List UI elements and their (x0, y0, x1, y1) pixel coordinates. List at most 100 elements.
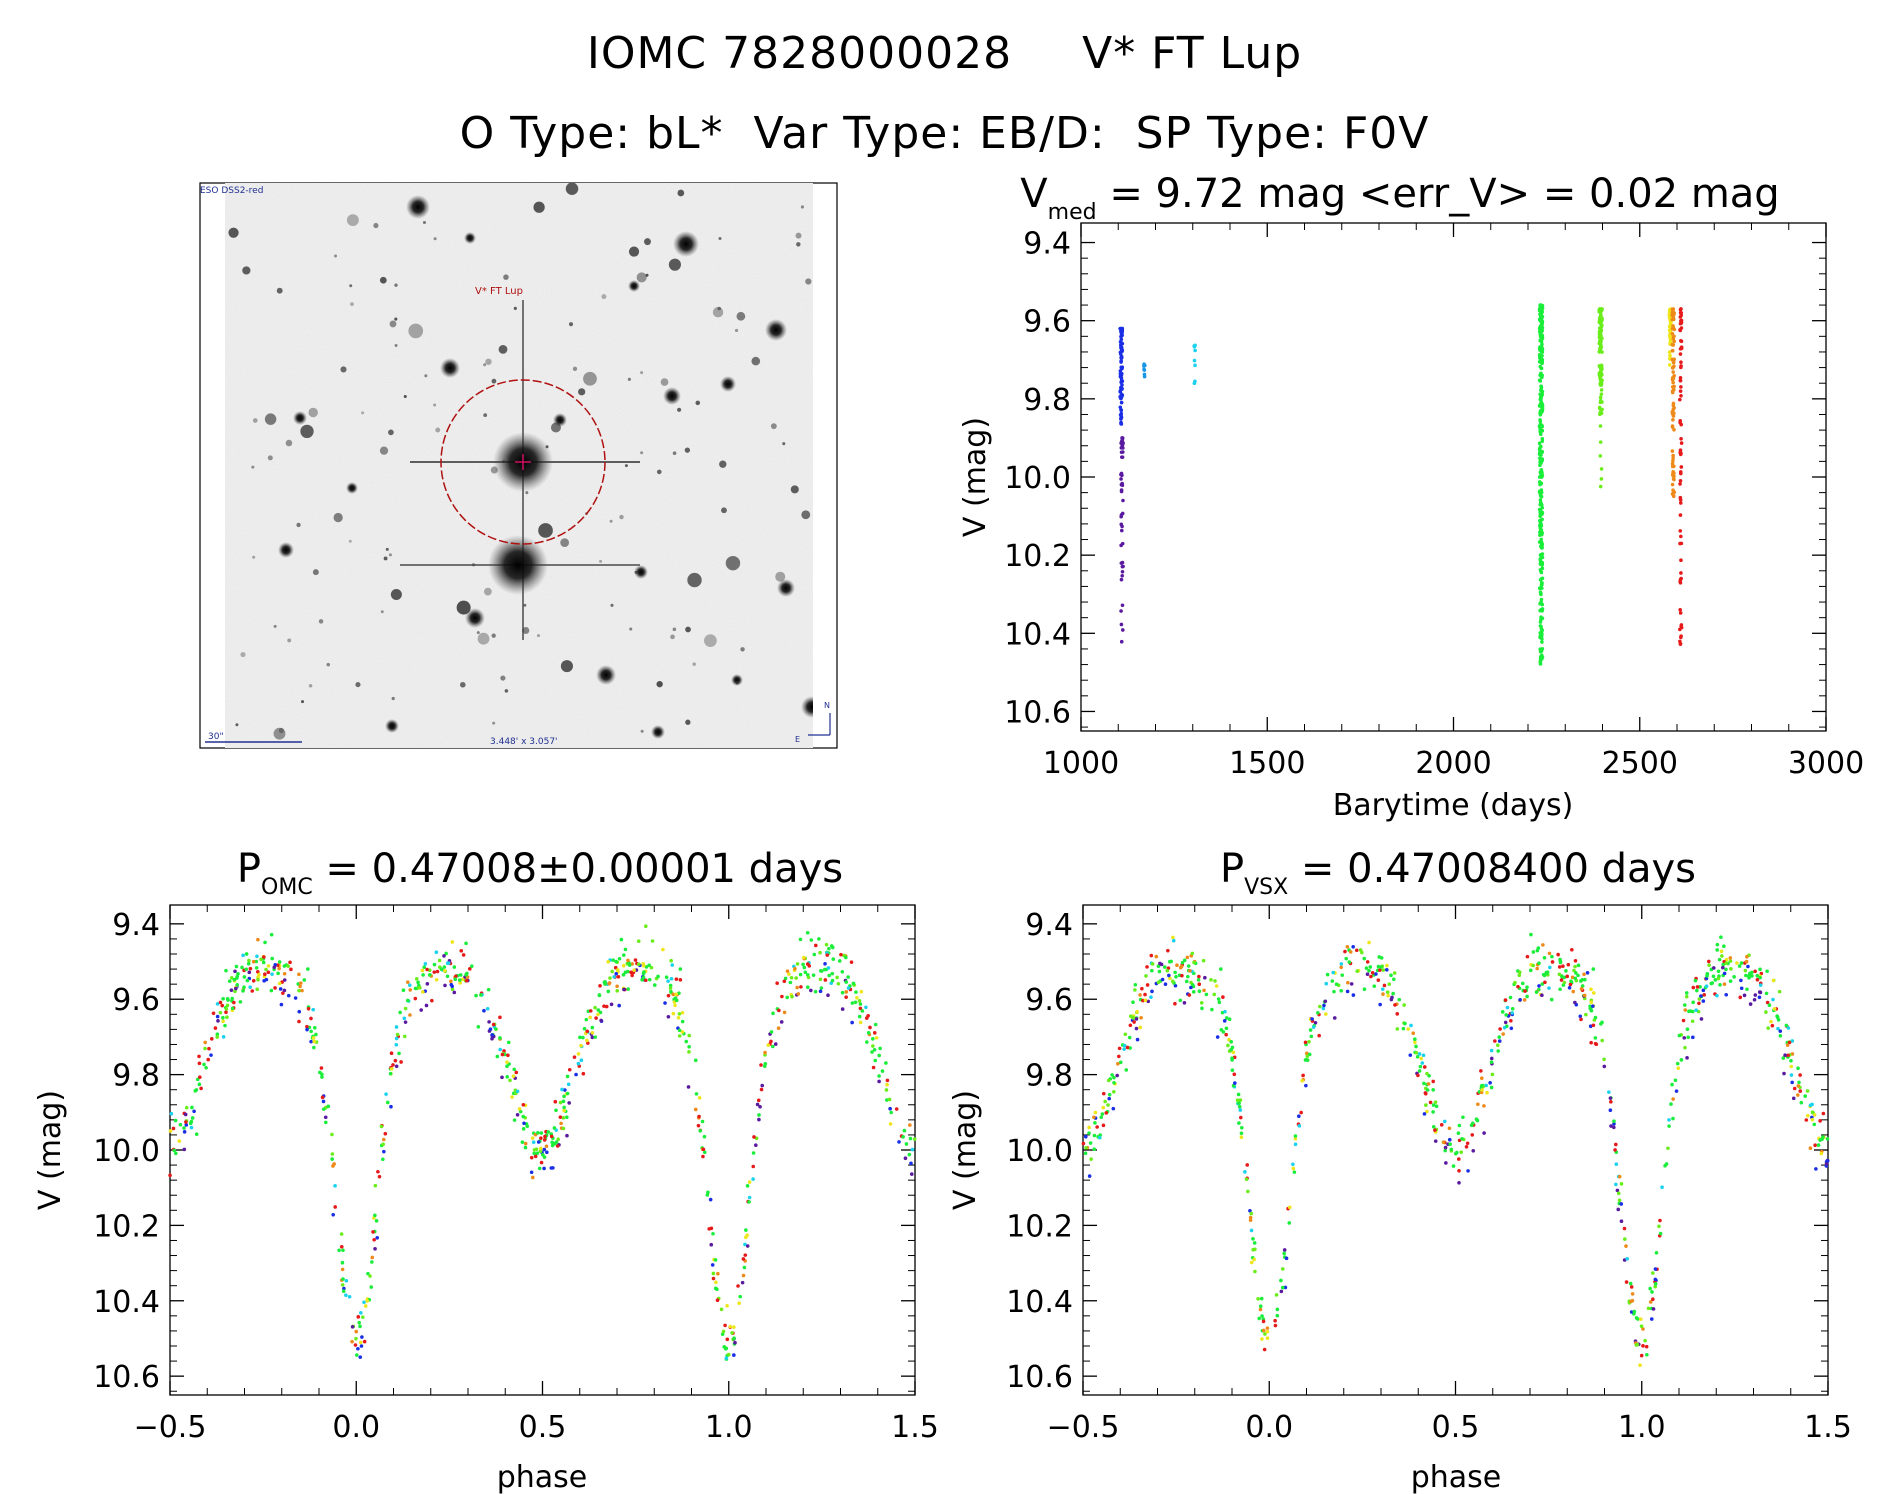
data-point (1340, 973, 1345, 977)
data-point (1679, 558, 1683, 563)
y-tick-label: 10.0 (93, 1134, 160, 1169)
data-point (827, 946, 831, 951)
faint-star (492, 721, 496, 725)
data-point (1345, 944, 1350, 949)
data-point (1683, 1045, 1687, 1050)
data-point (286, 964, 290, 968)
data-point (259, 957, 263, 962)
data-point (1178, 998, 1183, 1003)
data-point (508, 1078, 512, 1083)
data-point (1644, 1344, 1649, 1349)
data-point (1735, 961, 1739, 965)
data-point (229, 975, 234, 980)
data-point (743, 1253, 748, 1257)
data-point (1672, 357, 1677, 362)
data-point (599, 1018, 603, 1023)
data-point (1385, 963, 1389, 968)
data-point (1679, 576, 1683, 581)
data-point (350, 1325, 355, 1329)
data-point (1120, 541, 1125, 546)
data-point (549, 1134, 554, 1139)
data-point (612, 975, 616, 979)
variable-type: Var Type: EB/D: (753, 108, 1106, 159)
data-point (1470, 1133, 1475, 1137)
data-point (312, 1045, 316, 1050)
data-point (1598, 381, 1603, 386)
data-point (1411, 1031, 1416, 1036)
data-point (1614, 1142, 1618, 1147)
data-point (1540, 640, 1544, 644)
data-point (365, 1299, 370, 1303)
data-point (261, 960, 266, 965)
data-point (671, 992, 676, 997)
data-point (539, 1136, 543, 1140)
data-point (1542, 956, 1547, 960)
data-point (1414, 1050, 1419, 1055)
faint-star (483, 587, 492, 596)
x-tick-label: 1.5 (1804, 1410, 1852, 1445)
data-point (696, 1123, 701, 1128)
data-point (1537, 441, 1542, 446)
faint-star (719, 460, 727, 468)
data-point (596, 1012, 600, 1017)
data-point (1814, 1167, 1818, 1171)
data-point (732, 1336, 736, 1341)
faint-star (656, 680, 663, 688)
data-point (1804, 1118, 1809, 1122)
data-point (1671, 1116, 1675, 1121)
data-point (803, 970, 808, 975)
data-point (1728, 956, 1733, 960)
data-point (1387, 982, 1392, 986)
data-point (298, 984, 302, 989)
data-point (715, 1298, 720, 1302)
data-point (250, 989, 255, 993)
north-label: N (824, 701, 830, 710)
data-point (701, 1147, 706, 1152)
faint-star (267, 455, 273, 461)
data-point (1489, 1056, 1494, 1061)
data-point (1092, 1115, 1096, 1120)
data-point (1747, 973, 1752, 978)
data-point (1131, 1000, 1135, 1005)
data-point (1167, 973, 1171, 978)
data-point (1518, 970, 1522, 974)
data-point (1120, 437, 1125, 442)
data-point (184, 1123, 189, 1127)
data-point (445, 974, 450, 979)
data-point (1243, 1170, 1247, 1174)
data-point (277, 981, 282, 986)
data-point (1825, 1137, 1830, 1141)
light-curve-axes (1080, 222, 1827, 732)
data-point (1106, 1103, 1110, 1107)
data-point (506, 1040, 511, 1045)
data-point (1171, 935, 1175, 940)
data-point (1598, 328, 1603, 332)
data-point (868, 1025, 872, 1030)
data-point (1598, 440, 1603, 444)
star (731, 674, 743, 686)
data-point (567, 1101, 571, 1105)
data-point (697, 1114, 701, 1119)
data-point (593, 1005, 597, 1010)
data-point (1120, 442, 1125, 447)
data-point (1127, 1035, 1132, 1040)
data-point (1226, 1043, 1230, 1048)
data-point (224, 1010, 228, 1015)
data-point (1667, 350, 1672, 355)
data-point (1280, 1267, 1285, 1271)
data-point (1150, 962, 1155, 966)
data-point (1212, 992, 1217, 997)
data-point (1173, 1001, 1177, 1006)
data-point (1671, 310, 1675, 315)
data-point (1646, 1306, 1651, 1311)
data-point (506, 1053, 510, 1058)
data-point (801, 955, 806, 960)
data-point (1671, 376, 1676, 381)
data-point (1612, 1125, 1616, 1130)
data-point (373, 1183, 378, 1188)
data-point (311, 1007, 316, 1012)
data-point (1820, 1137, 1824, 1141)
data-point (511, 1074, 516, 1078)
faint-star (687, 572, 702, 588)
data-point (323, 1115, 328, 1120)
